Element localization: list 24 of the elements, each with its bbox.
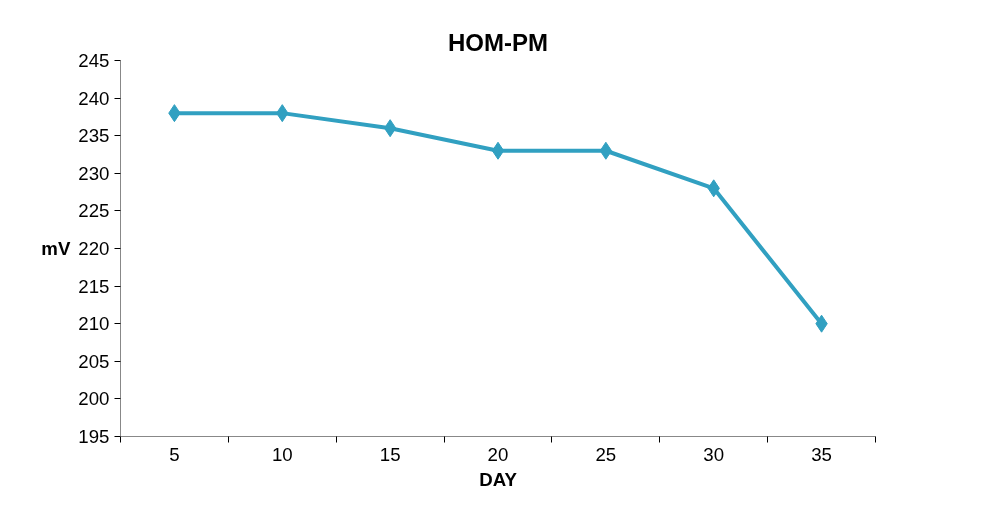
chart-title: HOM-PM — [448, 28, 548, 56]
y-tick-label: 225 — [78, 200, 110, 222]
y-tick-label: 215 — [78, 275, 110, 297]
x-tick-label: 35 — [811, 443, 832, 465]
y-tick-label: 195 — [78, 426, 110, 447]
y-tick-label: 240 — [78, 87, 110, 109]
y-tick-label: 230 — [78, 162, 110, 184]
y-tick-label: 210 — [78, 313, 110, 335]
y-tick-label: 220 — [78, 238, 110, 259]
y-tick-label: 235 — [78, 125, 110, 147]
x-axis-title: DAY — [479, 468, 518, 490]
x-tick-label: 20 — [487, 443, 509, 465]
point — [491, 141, 505, 160]
x-tick-label: 15 — [379, 443, 401, 465]
y-axis-title: mV — [41, 238, 71, 259]
y-tick-label: 245 — [78, 50, 110, 71]
y-tick-label: 205 — [78, 350, 110, 372]
y-tick-label: 200 — [78, 388, 110, 410]
point — [383, 119, 397, 138]
x-tick-label: 30 — [703, 443, 725, 465]
x-tick-label: 10 — [271, 443, 293, 465]
x-tick-label: 25 — [595, 443, 617, 465]
x-tick-label: 5 — [169, 443, 180, 465]
point — [599, 141, 613, 160]
